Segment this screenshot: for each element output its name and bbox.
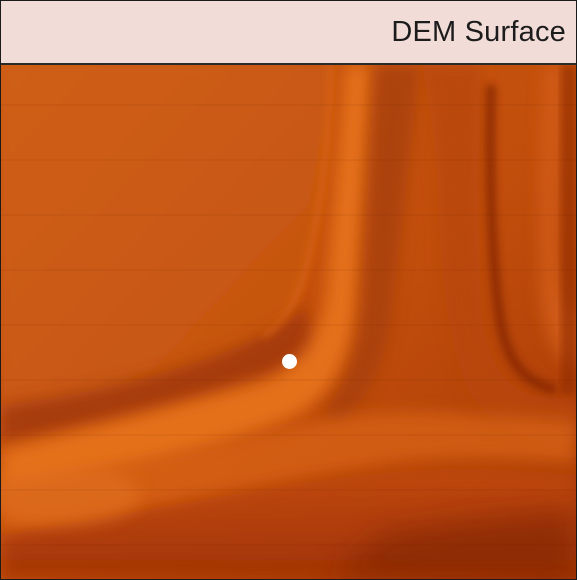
dem-surface-map[interactable] — [1, 65, 576, 579]
dem-relief — [1, 65, 576, 579]
map-title: DEM Surface — [391, 15, 566, 48]
location-dot-icon[interactable] — [282, 354, 297, 369]
title-bar: DEM Surface — [1, 1, 576, 65]
